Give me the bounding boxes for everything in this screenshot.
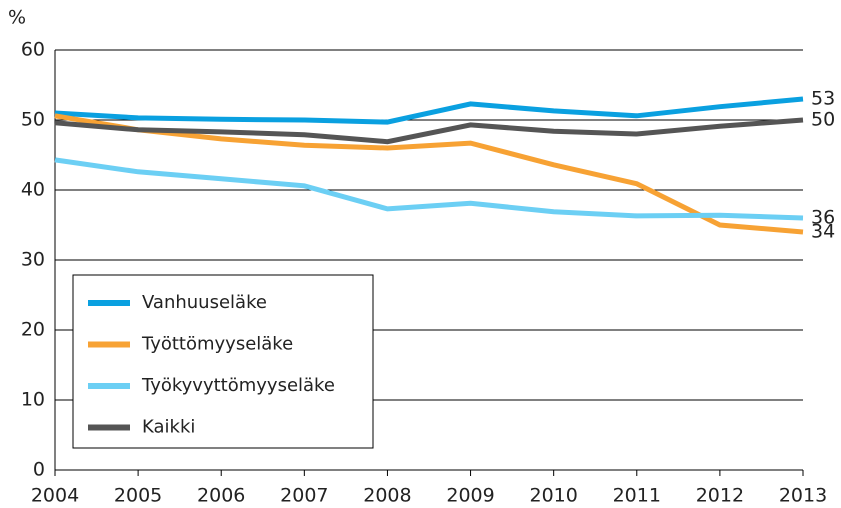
series-line: [54, 157, 804, 221]
y-tick-label: 50: [21, 109, 45, 131]
x-tick-label: 2009: [446, 485, 494, 507]
legend-label: Vanhuuseläke: [142, 292, 267, 313]
legend-label: Työkyvyttömyyseläke: [141, 375, 335, 396]
series-line: [54, 113, 804, 235]
legend-label: Kaikki: [142, 417, 195, 438]
end-label: 53: [811, 88, 835, 110]
y-tick-label: 0: [33, 459, 45, 481]
x-tick-label: 2012: [696, 485, 744, 507]
series-line: [54, 96, 804, 125]
end-label: 50: [811, 109, 835, 131]
x-tick-label: 2011: [613, 485, 661, 507]
end-label: 34: [811, 221, 835, 243]
end-label: 36: [811, 207, 835, 229]
y-tick-label: 10: [21, 389, 45, 411]
series-line: [54, 117, 804, 145]
y-tick-label: 20: [21, 319, 45, 341]
y-tick-label: 60: [21, 39, 45, 61]
y-axis-label: %: [8, 7, 26, 29]
legend-label: Työttömyyseläke: [141, 334, 293, 355]
x-tick-label: 2004: [31, 485, 79, 507]
x-tick-label: 2008: [363, 485, 411, 507]
y-tick-label: 30: [21, 249, 45, 271]
y-tick-label: 40: [21, 179, 45, 201]
x-tick-label: 2006: [197, 485, 245, 507]
x-tick-label: 2007: [280, 485, 328, 507]
x-tick-label: 2010: [529, 485, 577, 507]
x-tick-label: 2005: [114, 485, 162, 507]
x-tick-label: 2013: [779, 485, 827, 507]
